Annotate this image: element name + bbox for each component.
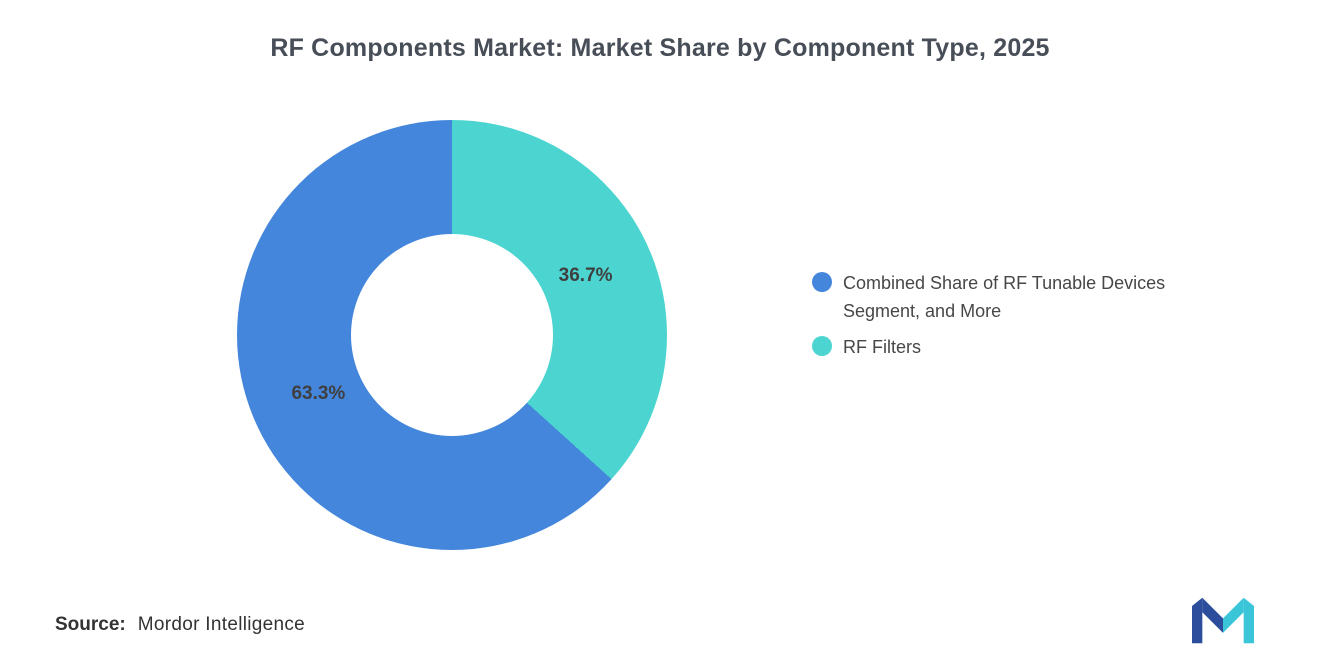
mordor-intelligence-logo-icon [1192,597,1254,644]
slice-value-label: 36.7% [558,264,613,286]
source-line: Source: Mordor Intelligence [55,614,305,636]
legend-swatch-blue-icon [812,272,832,292]
donut-hole [351,234,553,436]
legend-item-rf-filters[interactable]: RF Filters [812,333,1198,361]
chart-title: RF Components Market: Market Share by Co… [270,34,1050,62]
legend: Combined Share of RF Tunable Devices Seg… [812,269,1198,361]
legend-swatch-teal-icon [812,336,832,356]
slice-value-label: 63.3% [291,383,346,405]
donut-chart: 63.3% 36.7% [237,120,667,550]
legend-label: RF Filters [843,337,921,357]
legend-item-tunable-devices[interactable]: Combined Share of RF Tunable Devices Seg… [812,269,1198,325]
legend-label: Combined Share of RF Tunable Devices Seg… [843,273,1166,321]
source-label: Source: [55,614,126,635]
source-value: Mordor Intelligence [137,614,306,635]
